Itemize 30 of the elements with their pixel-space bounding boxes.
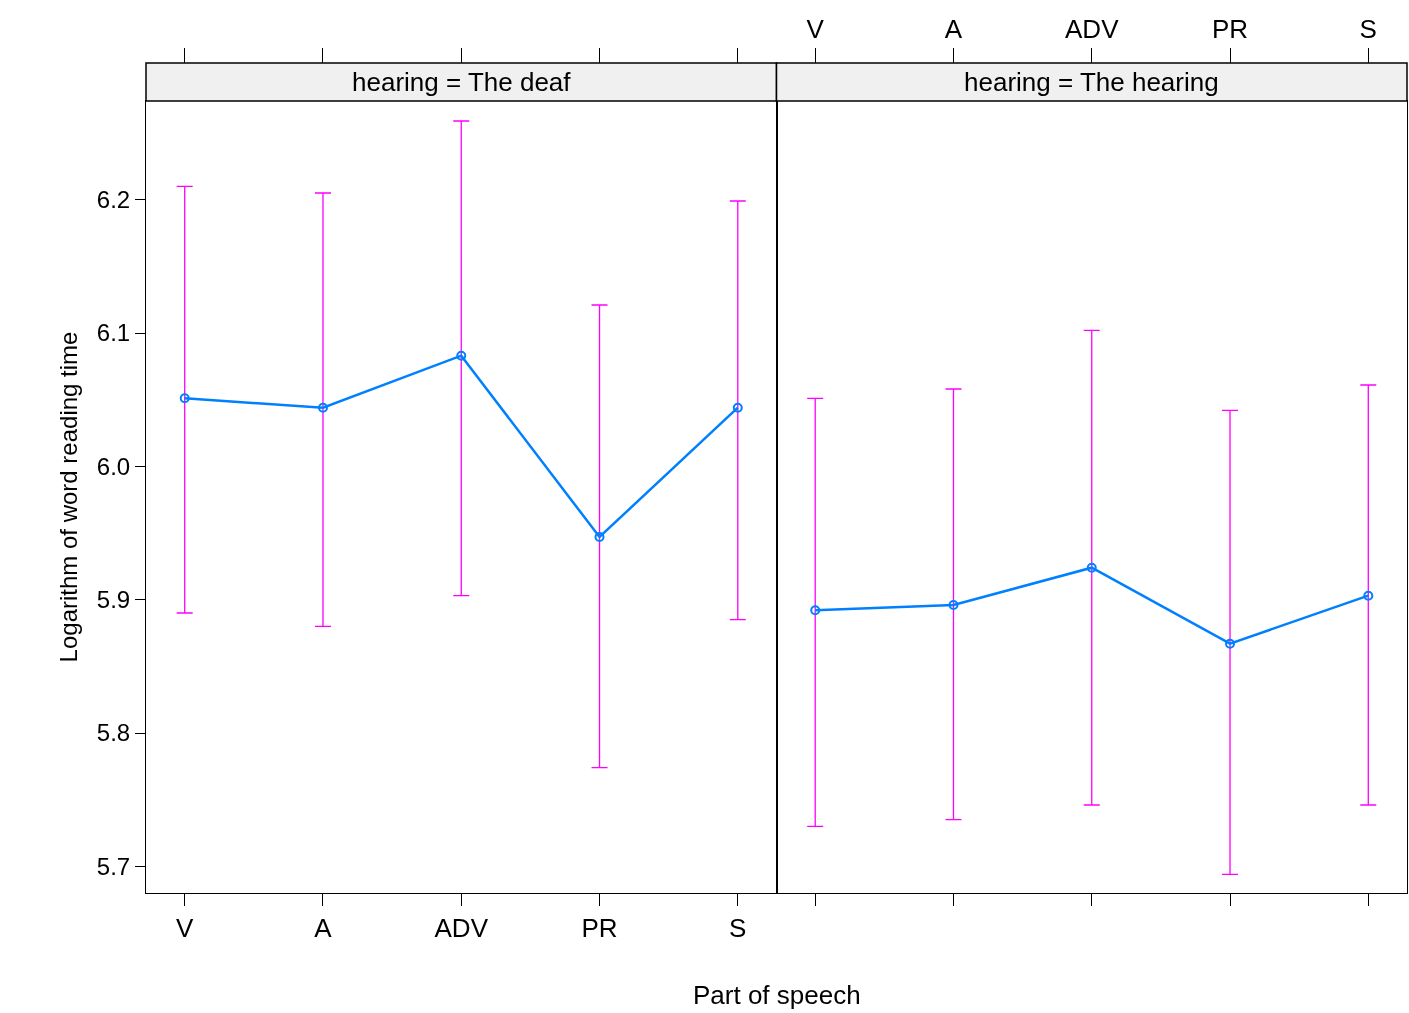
point — [948, 600, 959, 610]
x-tick-label: A — [314, 913, 333, 944]
point — [317, 402, 328, 413]
x-tick-label: A — [944, 13, 963, 44]
y-tick-label: 6.1 — [96, 319, 131, 347]
point — [179, 393, 190, 404]
point — [1225, 638, 1236, 649]
x-tick-label: V — [176, 913, 195, 944]
x-tick-label: ADV — [434, 913, 489, 944]
chart-title: hearing = The deaf — [352, 67, 572, 97]
point — [1363, 590, 1374, 601]
x-tick-label: PR — [1211, 13, 1249, 44]
y-tick-label: 5.7 — [96, 852, 131, 880]
x-tick-label: PR — [581, 913, 618, 944]
y-tick-label: 6.0 — [96, 452, 131, 480]
y-axis-title: Logarithm of word reading time — [54, 331, 82, 663]
x-tick-label: ADV — [1065, 13, 1120, 44]
x-tick-label: S — [729, 913, 747, 944]
point — [456, 350, 467, 361]
point — [1086, 562, 1097, 573]
x-tick-label: V — [806, 13, 825, 44]
x-tick-label: S — [1359, 13, 1377, 44]
y-tick-label: 5.8 — [96, 719, 131, 747]
point — [810, 605, 821, 616]
x-axis-title: Part of speech — [693, 980, 861, 1010]
point — [594, 532, 605, 542]
y-tick-label: 5.9 — [96, 586, 131, 614]
y-tick-label: 6.2 — [96, 186, 131, 214]
point — [732, 402, 743, 413]
chart-title: hearing = The hearing — [964, 67, 1219, 97]
